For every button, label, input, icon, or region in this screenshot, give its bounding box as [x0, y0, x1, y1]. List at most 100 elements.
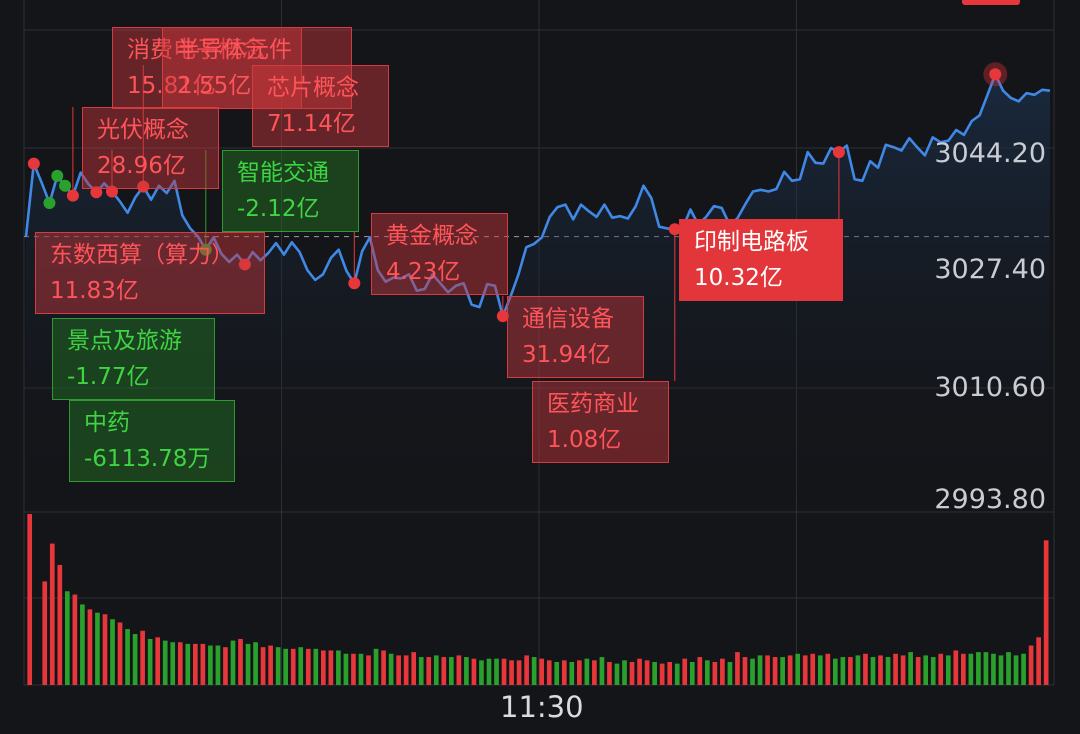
- volume-bar: [125, 629, 130, 685]
- volume-bars: [27, 514, 1049, 685]
- annotation-title: 通信设备: [522, 306, 614, 332]
- annotation-dot: [668, 223, 681, 236]
- annotation-leaders: [72, 65, 840, 381]
- annotation-label-active[interactable]: 印制电路板 10.32亿: [679, 219, 843, 301]
- volume-bar: [27, 514, 33, 685]
- volume-bar: [546, 660, 552, 685]
- volume-bar: [80, 604, 85, 685]
- annotation-title: 黄金概念: [386, 223, 478, 249]
- volume-bar: [170, 642, 176, 685]
- volume-bar: [238, 638, 243, 685]
- volume-bar: [622, 660, 627, 685]
- volume-bar: [817, 655, 823, 685]
- volume-bar: [162, 640, 168, 685]
- annotation-value: 2.55亿: [177, 73, 252, 99]
- volume-bar: [584, 658, 590, 685]
- volume-bar: [945, 655, 951, 685]
- volume-bar: [366, 655, 371, 685]
- volume-bar: [200, 643, 206, 685]
- volume-bar: [968, 653, 974, 685]
- annotation-dots: [27, 62, 1008, 323]
- annotation-label[interactable]: 智能交通 -2.12亿: [222, 150, 359, 232]
- annotation-dot: [199, 243, 212, 256]
- annotation-label[interactable]: 芯片概念 71.14亿: [252, 65, 389, 147]
- volume-bar: [923, 655, 929, 685]
- volume-bar: [65, 591, 70, 685]
- volume-bar: [464, 657, 469, 685]
- volume-bar: [870, 657, 876, 685]
- volume-bar: [614, 663, 620, 685]
- volume-bar: [449, 657, 454, 685]
- volume-bar: [893, 653, 898, 685]
- annotation-dot: [348, 277, 361, 290]
- annotation-value: 28.96亿: [97, 153, 186, 179]
- volume-bar: [396, 655, 401, 685]
- volume-bar: [57, 564, 63, 685]
- volume-bar: [95, 612, 100, 685]
- volume-bar: [878, 655, 883, 685]
- annotation-title: 光伏概念: [97, 117, 189, 143]
- volume-bar: [426, 657, 432, 685]
- volume-bar: [185, 643, 191, 685]
- annotation-dot: [27, 157, 40, 170]
- volume-bar: [49, 543, 55, 685]
- volume-bar: [245, 643, 251, 685]
- annotation-title: 中药: [84, 410, 130, 436]
- annotation-label[interactable]: 消费电子概念 15.81亿: [112, 27, 302, 109]
- annotation-title: 半导体元件: [177, 37, 292, 63]
- annotation-label[interactable]: 黄金概念 4.23亿: [371, 213, 508, 295]
- volume-bar: [644, 660, 650, 685]
- volume-bar: [403, 655, 409, 685]
- volume-bar: [991, 653, 996, 685]
- volume-bar: [742, 657, 748, 685]
- annotation-label[interactable]: 半导体元件 2.55亿: [162, 27, 352, 109]
- volume-bar: [321, 650, 326, 685]
- volume-bar: [501, 658, 507, 685]
- volume-bar: [577, 660, 582, 685]
- volume-bar: [531, 657, 537, 685]
- volume-bar: [652, 661, 657, 685]
- annotation-label[interactable]: 东数西算（算力） 11.83亿: [35, 232, 265, 314]
- annotation-value: -2.12亿: [237, 196, 320, 222]
- annotation-dot: [832, 146, 845, 159]
- volume-bar: [177, 642, 183, 685]
- active-marker-dot: [989, 68, 1002, 81]
- volume-bar: [155, 637, 161, 685]
- volume-bar: [509, 660, 514, 685]
- volume-bar: [885, 657, 891, 685]
- volume-bar: [825, 653, 831, 685]
- y-tick-label: 3010.60: [934, 372, 1046, 403]
- annotation-label[interactable]: 通信设备 31.94亿: [507, 296, 644, 378]
- x-tick-label: 11:30: [500, 690, 584, 724]
- price-area-fill: [26, 74, 1050, 513]
- volume-bar: [72, 594, 78, 685]
- volume-bar: [599, 657, 605, 685]
- annotation-label[interactable]: 光伏概念 28.96亿: [82, 107, 219, 189]
- annotation-value: -6113.78万: [84, 446, 211, 472]
- volume-bar: [810, 653, 816, 685]
- volume-bar: [863, 653, 868, 685]
- volume-bar: [561, 660, 567, 685]
- volume-bar: [524, 655, 529, 685]
- volume-bar: [689, 661, 695, 685]
- annotation-title: 东数西算（算力）: [50, 242, 234, 268]
- volume-bar: [802, 655, 808, 685]
- volume-bar: [433, 655, 439, 685]
- annotation-label[interactable]: 医药商业 1.08亿: [532, 381, 669, 463]
- volume-bar: [253, 642, 258, 685]
- volume-bar: [42, 581, 48, 685]
- volume-bar: [592, 660, 597, 685]
- price-line-group: [24, 73, 1051, 318]
- annotation-label[interactable]: 中药 -6113.78万: [69, 400, 235, 482]
- annotation-value: -1.77亿: [67, 364, 150, 390]
- annotation-label[interactable]: 景点及旅游 -1.77亿: [52, 318, 215, 400]
- annotation-title: 智能交通: [237, 160, 329, 186]
- volume-bar: [554, 661, 560, 685]
- volume-bar: [471, 658, 477, 685]
- volume-bar: [908, 652, 913, 685]
- annotation-value: 4.23亿: [386, 259, 461, 285]
- volume-bar: [712, 661, 718, 685]
- volume-bar: [961, 653, 966, 685]
- volume-bar: [1043, 540, 1049, 685]
